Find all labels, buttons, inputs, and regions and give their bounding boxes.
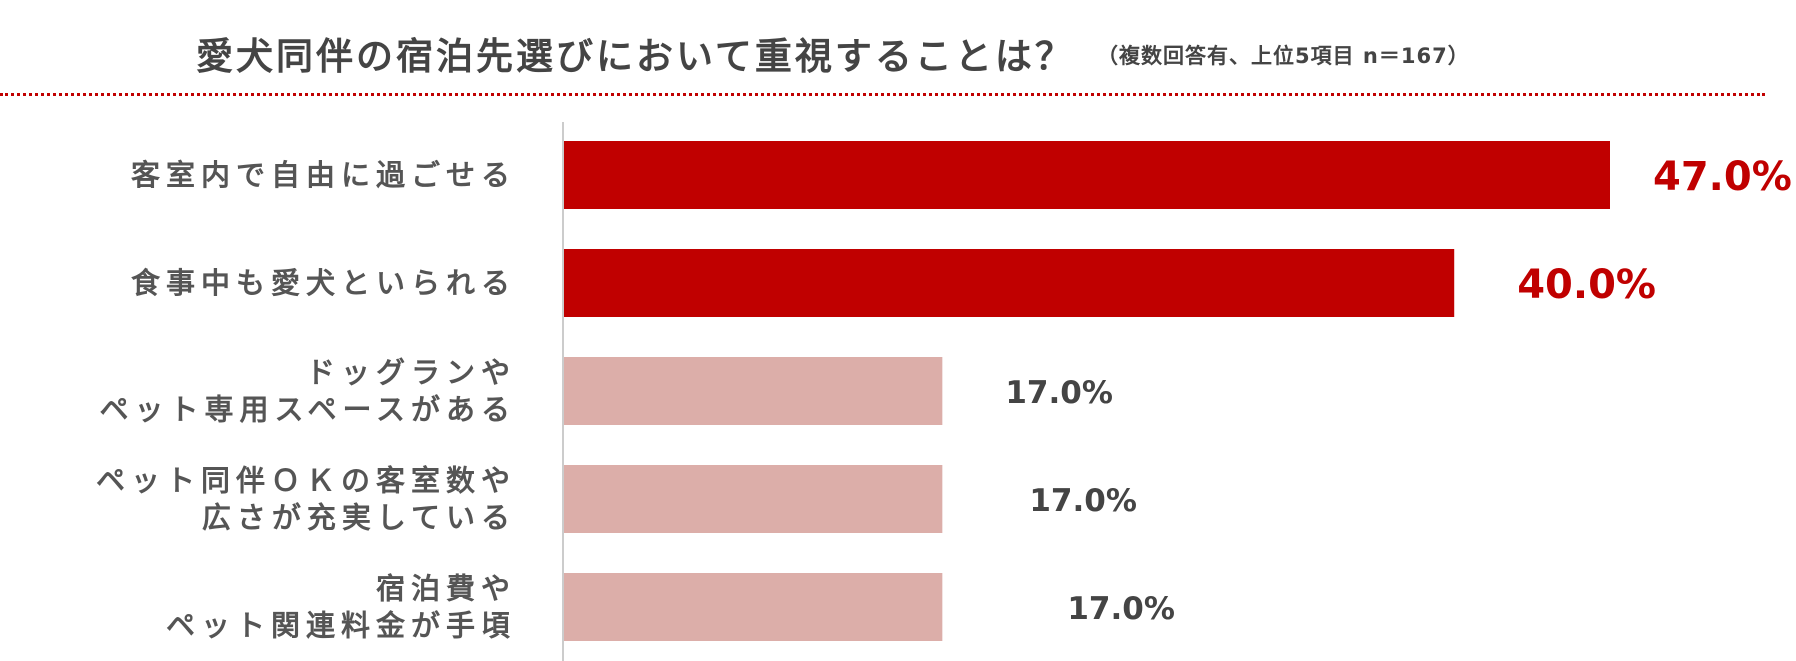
value-label-4: 17.0% — [1029, 483, 1137, 519]
category-label-3-line-1: ドッグランや — [306, 356, 516, 390]
chart-title: 愛犬同伴の宿泊先選びにおいて重視することは？ — [196, 35, 1075, 78]
value-label-3: 17.0% — [1005, 375, 1113, 411]
bar-2 — [564, 249, 1455, 317]
category-label-4-line-1: ペット同伴ＯＫの客室数や — [96, 464, 516, 498]
category-label-2: 食事中も愛犬といられる — [131, 266, 516, 300]
category-label-3-line-2: ペット専用スペースがある — [99, 393, 516, 427]
category-label-4-line-2: 広さが充実している — [202, 501, 516, 535]
category-label-1: 客室内で自由に過ごせる — [131, 158, 516, 192]
bar-4 — [564, 465, 943, 533]
bar-chart: 客室内で自由に過ごせる 47.0%食事中も愛犬といられる 40.0%ドッグランやペッ… — [96, 122, 1792, 661]
value-label-2: 40.0% — [1517, 262, 1656, 308]
value-label-1: 47.0% — [1653, 154, 1792, 200]
chart-header: 愛犬同伴の宿泊先選びにおいて重視することは？ （複数回答有、上位5項目 n＝16… — [0, 18, 1796, 78]
bar-5 — [564, 573, 943, 641]
value-label-5: 17.0% — [1067, 591, 1175, 627]
chart-subtitle: （複数回答有、上位5項目 n＝167） — [1097, 44, 1470, 68]
title-divider — [0, 93, 1765, 96]
bar-1 — [564, 141, 1610, 209]
category-label-5-line-1: 宿泊費や — [376, 572, 516, 606]
category-label-5-line-2: ペット関連料金が手頃 — [166, 609, 516, 643]
bar-3 — [564, 357, 943, 425]
